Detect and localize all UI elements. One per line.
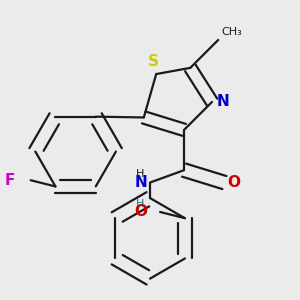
Text: H: H (136, 199, 145, 209)
Text: O: O (135, 205, 148, 220)
Text: F: F (5, 173, 15, 188)
Text: H: H (135, 169, 144, 179)
Text: N: N (217, 94, 230, 110)
Text: CH₃: CH₃ (221, 27, 242, 37)
Text: N: N (134, 175, 147, 190)
Text: O: O (227, 175, 241, 190)
Text: S: S (148, 54, 159, 69)
